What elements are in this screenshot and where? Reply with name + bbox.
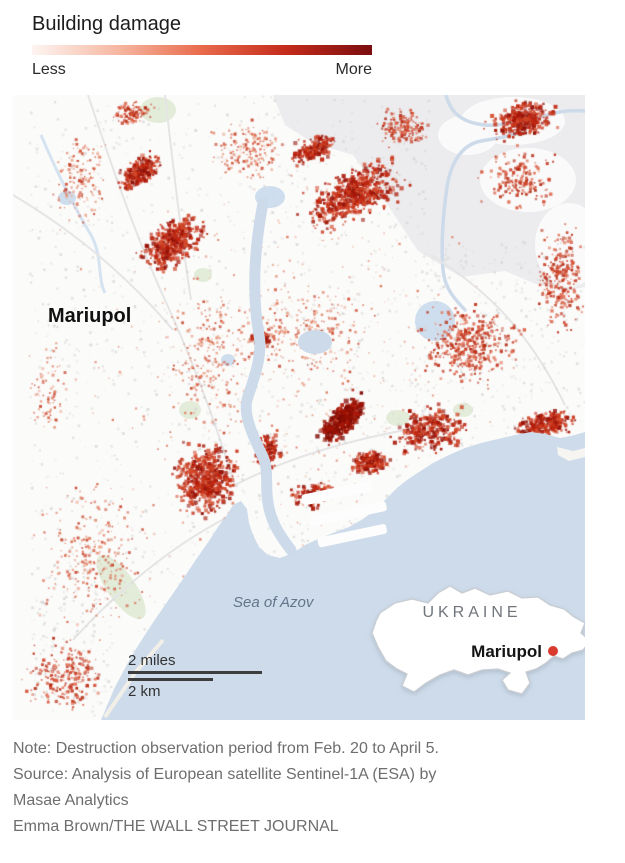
legend-scale-labels: Less More <box>32 61 372 79</box>
map-overlay-layer: UKRAINE Mariupol <box>101 197 585 720</box>
map-city-label: Mariupol <box>48 305 132 327</box>
credit-line: Emma Brown/THE WALL STREET JOURNAL <box>13 818 339 835</box>
footer-notes: Note: Destruction observation period fro… <box>13 736 613 840</box>
sea-of-azov-label: Sea of Azov <box>233 594 314 611</box>
harbor-piers <box>301 480 387 548</box>
damage-map: UKRAINE Mariupol Mariupol Sea of Azov 2 … <box>13 95 585 720</box>
legend-more-label: More <box>335 61 372 78</box>
scale-km-rule <box>128 678 213 681</box>
note-line: Note: Destruction observation period fro… <box>13 740 439 757</box>
river-reservoir <box>298 330 332 354</box>
ukraine-outline <box>371 585 585 695</box>
legend-title: Building damage <box>32 13 181 35</box>
scale-miles-rule <box>128 671 262 674</box>
inset-city-marker <box>548 646 558 656</box>
east-sand-spit <box>557 447 585 461</box>
scale-km-label: 2 km <box>128 683 161 700</box>
source-line-2: Masae Analytics <box>13 792 129 809</box>
inset-city-label: Mariupol <box>471 642 542 661</box>
damage-gradient-bar <box>32 45 372 55</box>
legend-less-label: Less <box>32 61 66 78</box>
source-line-1: Source: Analysis of European satellite S… <box>13 766 437 783</box>
scale-bar: 2 miles 2 km <box>128 652 262 700</box>
inset-country-label: UKRAINE <box>422 604 521 621</box>
ukraine-inset-map: UKRAINE Mariupol <box>371 585 585 695</box>
scale-miles-label: 2 miles <box>128 652 176 669</box>
kalmius-river <box>240 197 297 556</box>
